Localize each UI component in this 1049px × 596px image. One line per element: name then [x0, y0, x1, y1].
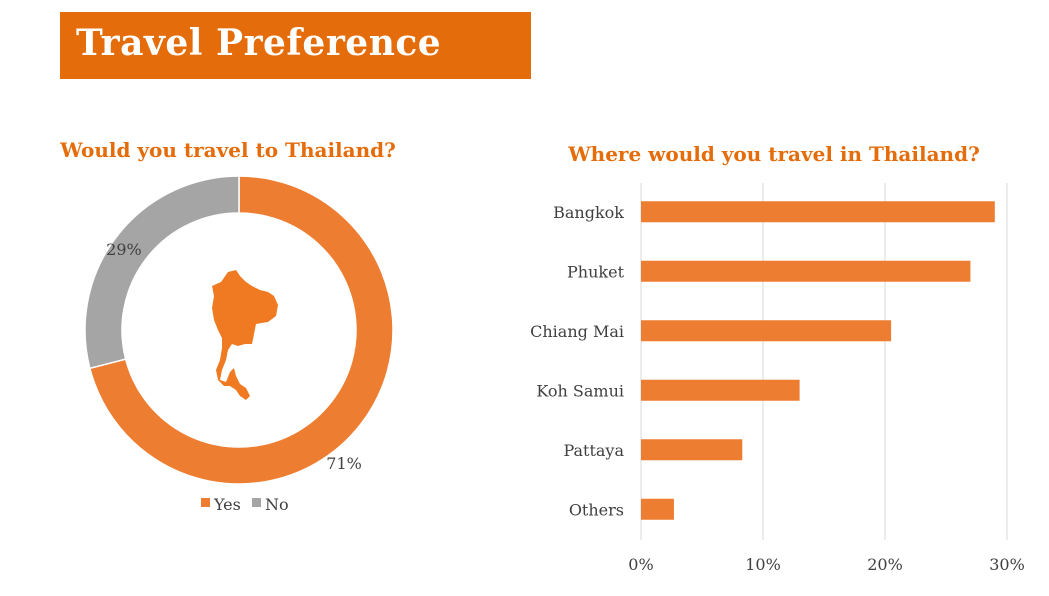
category-label: Bangkok: [553, 203, 624, 222]
bar-chart: Where would you travel in Thailand? Bang…: [530, 142, 1025, 574]
legend-swatch-yes: [201, 498, 210, 507]
donut-data-labels: 71% 29%: [106, 240, 362, 473]
thailand-map-icon: [212, 270, 278, 400]
bar-chart-title: Where would you travel in Thailand?: [567, 142, 980, 166]
bar-bangkok: [641, 201, 995, 223]
page-title: Travel Preference: [76, 22, 442, 64]
x-tick-label: 20%: [867, 555, 903, 574]
legend-label-no: No: [265, 495, 289, 514]
x-tick-label: 0%: [628, 555, 653, 574]
donut-data-label-yes: 71%: [326, 454, 362, 473]
category-label: Phuket: [567, 262, 625, 281]
donut-slice-no: [84, 175, 240, 370]
bar-koh-samui: [641, 379, 800, 401]
x-tick-label: 10%: [745, 555, 781, 574]
donut-chart-title: Would you travel to Thailand?: [59, 138, 396, 162]
bar-chiang-mai: [641, 320, 892, 342]
category-label: Pattaya: [563, 441, 624, 460]
donut-data-label-no: 29%: [106, 240, 142, 259]
donut-slice-yes: [88, 175, 394, 485]
bar-others: [641, 498, 674, 520]
header-banner: Travel Preference: [60, 12, 531, 79]
donut-chart: Would you travel to Thailand? 71% 29% Yes…: [59, 138, 396, 514]
bar-pattaya: [641, 439, 743, 461]
donut-legend: Yes No: [201, 495, 289, 514]
legend-label-yes: Yes: [213, 495, 241, 514]
bar-x-tick-labels: 0% 10% 20% 30%: [628, 555, 1024, 574]
category-label: Chiang Mai: [530, 322, 624, 341]
x-tick-label: 30%: [989, 555, 1025, 574]
category-label: Others: [569, 500, 624, 519]
bar-gridlines: [640, 183, 1008, 540]
bar-bars: [641, 201, 995, 520]
bar-category-labels: Bangkok Phuket Chiang Mai Koh Samui Pattaya O…: [530, 203, 624, 520]
category-label: Koh Samui: [536, 381, 624, 400]
legend-swatch-no: [252, 498, 261, 507]
donut-slices: [84, 175, 394, 485]
bar-phuket: [641, 260, 971, 282]
